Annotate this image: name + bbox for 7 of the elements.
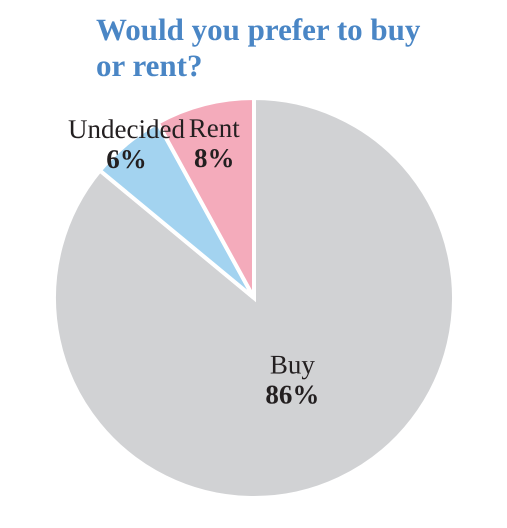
slice-label: Buy: [270, 349, 316, 380]
slice-label: Rent: [188, 113, 240, 144]
data-label: 8%: [194, 143, 234, 174]
slice-label: Undecided: [68, 114, 186, 144]
chart-title: Would you prefer to buy or rent?: [96, 12, 422, 84]
data-label: 86%: [265, 379, 320, 410]
data-label: 6%: [106, 144, 147, 174]
